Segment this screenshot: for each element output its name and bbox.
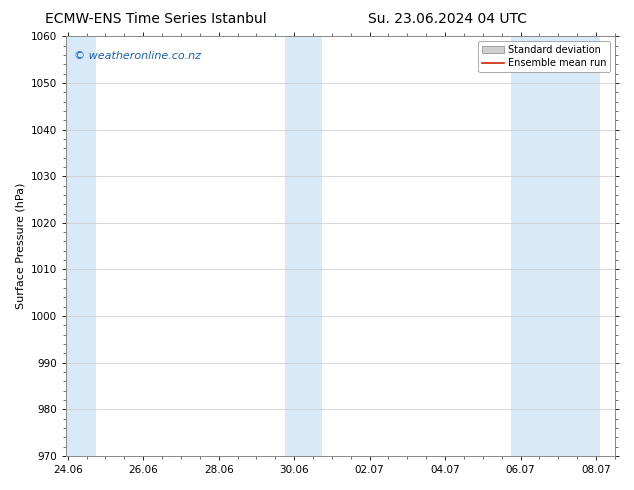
Text: Su. 23.06.2024 04 UTC: Su. 23.06.2024 04 UTC — [368, 12, 527, 26]
Text: ECMW-ENS Time Series Istanbul: ECMW-ENS Time Series Istanbul — [44, 12, 266, 26]
Bar — [511, 36, 600, 456]
Bar — [285, 36, 323, 456]
Legend: Standard deviation, Ensemble mean run: Standard deviation, Ensemble mean run — [479, 41, 610, 72]
Bar — [66, 36, 96, 456]
Y-axis label: Surface Pressure (hPa): Surface Pressure (hPa) — [15, 183, 25, 309]
Text: © weatheronline.co.nz: © weatheronline.co.nz — [74, 51, 201, 61]
